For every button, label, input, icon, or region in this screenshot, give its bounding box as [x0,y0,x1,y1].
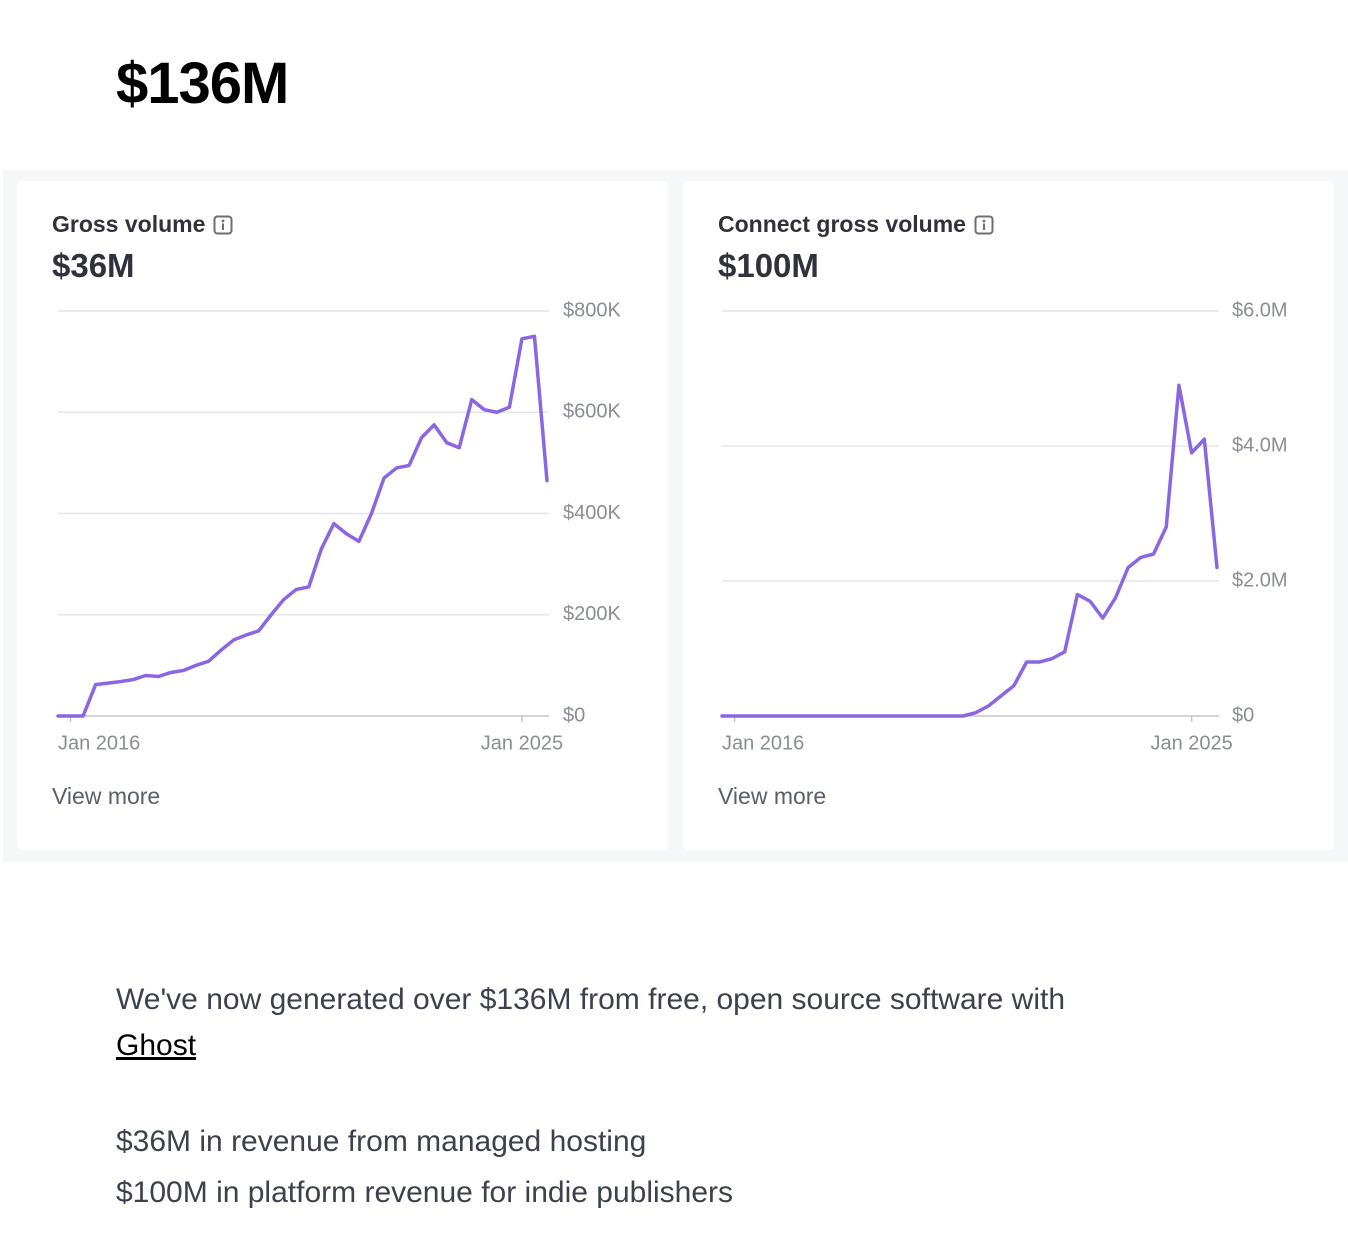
paragraph-text: We've now generated over $136M from free… [116,983,1065,1016]
card-title-row: Gross volume [52,211,233,238]
revenue-line: $36M in revenue from managed hosting [116,1125,647,1158]
y-tick-label: $4.0M [1232,434,1288,456]
chart: $0 $200K $400K $600K $800K Jan 2016 Jan 2025 [56,299,621,754]
card-title-row: Connect gross volume [718,211,994,238]
view-more-link[interactable]: View more [718,783,827,809]
revenue-line: $100M in platform revenue for indie publ… [116,1176,734,1209]
y-tick-label: $800K [563,299,621,321]
card-title: Connect gross volume [718,211,966,237]
info-icon[interactable] [974,215,994,235]
x-tick-label: Jan 2025 [1150,732,1232,754]
info-icon[interactable] [213,215,233,235]
y-tick-label: $0 [1232,704,1254,726]
card: Connect gross volume $100M $0 $2.0M $4.0M $… [683,181,1334,850]
card-value: $36M [52,247,135,284]
y-tick-label: $6.0M [1232,299,1288,321]
x-tick-label: Jan 2016 [722,732,804,754]
card-value: $100M [718,247,819,284]
y-tick-label: $400K [563,502,621,524]
card: Gross volume $36M $0 $200K $400K $600K $800K… [17,181,668,850]
line [720,383,1219,718]
paragraph: We've now generated over $136M from free… [116,983,1065,1063]
line [56,334,549,718]
y-tick-label: $600K [563,401,621,423]
x-tick-label: Jan 2025 [481,732,563,754]
view-more-link[interactable]: View more [52,783,161,809]
chart: $0 $2.0M $4.0M $6.0M Jan 2016 Jan 2025 [720,299,1288,754]
total-amount: $136M [116,51,289,116]
y-tick-label: $200K [563,603,621,625]
y-tick-label: $0 [563,704,585,726]
x-tick-label: Jan 2016 [58,732,140,754]
ghost-link[interactable]: Ghost [116,1029,197,1062]
y-tick-label: $2.0M [1232,569,1288,591]
card-title: Gross volume [52,211,206,237]
